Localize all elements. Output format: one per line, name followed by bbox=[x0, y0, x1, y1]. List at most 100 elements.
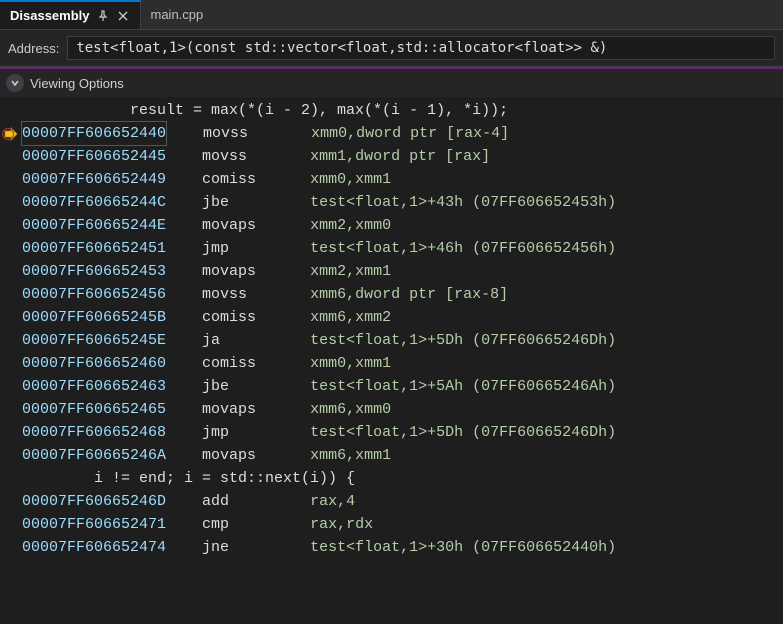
address: 00007FF606652453 bbox=[22, 263, 202, 280]
address-bar: Address: bbox=[0, 30, 783, 67]
address-label: Address: bbox=[8, 41, 59, 56]
mnemonic: comiss bbox=[202, 355, 310, 372]
tab-label: Disassembly bbox=[10, 8, 90, 23]
line-content: 00007FF606652468 jmp test<float,1>+5Dh (… bbox=[22, 421, 783, 444]
line-content: 00007FF606652440 movss xmm0,dword ptr [r… bbox=[22, 121, 783, 146]
mnemonic: movaps bbox=[202, 447, 310, 464]
address: 00007FF60665245E bbox=[22, 332, 202, 349]
asm-line[interactable]: 00007FF606652465 movaps xmm6,xmm0 bbox=[0, 398, 783, 421]
line-content: 00007FF60665245B comiss xmm6,xmm2 bbox=[22, 306, 783, 329]
asm-line[interactable]: 00007FF606652463 jbe test<float,1>+5Ah (… bbox=[0, 375, 783, 398]
address: 00007FF60665244E bbox=[22, 217, 202, 234]
operands: xmm0,xmm1 bbox=[310, 355, 391, 372]
asm-line[interactable]: 00007FF606652451 jmp test<float,1>+46h (… bbox=[0, 237, 783, 260]
mnemonic: jbe bbox=[202, 378, 310, 395]
address: 00007FF606652465 bbox=[22, 401, 202, 418]
address: 00007FF606652440 bbox=[22, 125, 203, 142]
pin-icon[interactable] bbox=[96, 9, 110, 23]
address: 00007FF606652449 bbox=[22, 171, 202, 188]
asm-line[interactable]: 00007FF606652471 cmp rax,rdx bbox=[0, 513, 783, 536]
line-content: 00007FF60665244E movaps xmm2,xmm0 bbox=[22, 214, 783, 237]
source-line[interactable]: result = max(*(i - 2), max(*(i - 1), *i)… bbox=[0, 99, 783, 122]
line-content: 00007FF606652449 comiss xmm0,xmm1 bbox=[22, 168, 783, 191]
address: 00007FF606652463 bbox=[22, 378, 202, 395]
operands: test<float,1>+5Dh (07FF60665246Dh) bbox=[310, 332, 616, 349]
line-content: result = max(*(i - 2), max(*(i - 1), *i)… bbox=[22, 99, 783, 122]
mnemonic: comiss bbox=[202, 171, 310, 188]
source-text: result = max(*(i - 2), max(*(i - 1), *i)… bbox=[22, 102, 508, 119]
address: 00007FF60665244C bbox=[22, 194, 202, 211]
operands: rax,4 bbox=[310, 493, 355, 510]
mnemonic: movaps bbox=[202, 263, 310, 280]
line-content: 00007FF60665246D add rax,4 bbox=[22, 490, 783, 513]
asm-line[interactable]: 00007FF606652449 comiss xmm0,xmm1 bbox=[0, 168, 783, 191]
mnemonic: movss bbox=[202, 148, 310, 165]
asm-line[interactable]: 00007FF606652453 movaps xmm2,xmm1 bbox=[0, 260, 783, 283]
disassembly-window: Disassembly main.cpp Address: Viewing Op… bbox=[0, 0, 783, 624]
asm-line[interactable]: 00007FF606652456 movss xmm6,dword ptr [r… bbox=[0, 283, 783, 306]
line-content: 00007FF606652453 movaps xmm2,xmm1 bbox=[22, 260, 783, 283]
operands: xmm2,xmm0 bbox=[310, 217, 391, 234]
address: 00007FF606652451 bbox=[22, 240, 202, 257]
operands: test<float,1>+30h (07FF606652440h) bbox=[310, 539, 616, 556]
operands: rax,rdx bbox=[310, 516, 373, 533]
mnemonic: cmp bbox=[202, 516, 310, 533]
asm-line[interactable]: 00007FF60665244C jbe test<float,1>+43h (… bbox=[0, 191, 783, 214]
asm-line[interactable]: 00007FF60665245B comiss xmm6,xmm2 bbox=[0, 306, 783, 329]
source-text: i != end; i = std::next(i)) { bbox=[22, 470, 355, 487]
line-content: 00007FF60665245E ja test<float,1>+5Dh (0… bbox=[22, 329, 783, 352]
operands: xmm6,xmm0 bbox=[310, 401, 391, 418]
viewing-options-row[interactable]: Viewing Options bbox=[0, 69, 783, 97]
operands: xmm6,xmm2 bbox=[310, 309, 391, 326]
tab-label: main.cpp bbox=[151, 7, 204, 22]
operands: xmm6,dword ptr [rax-8] bbox=[310, 286, 508, 303]
operands: test<float,1>+5Ah (07FF60665246Ah) bbox=[310, 378, 616, 395]
address: 00007FF606652468 bbox=[22, 424, 202, 441]
chevron-down-icon[interactable] bbox=[6, 74, 24, 92]
asm-line[interactable]: 00007FF606652460 comiss xmm0,xmm1 bbox=[0, 352, 783, 375]
address-input[interactable] bbox=[67, 36, 775, 60]
operands: xmm0,xmm1 bbox=[310, 171, 391, 188]
asm-line[interactable]: 00007FF60665244E movaps xmm2,xmm0 bbox=[0, 214, 783, 237]
disassembly-listing: result = max(*(i - 2), max(*(i - 1), *i)… bbox=[0, 97, 783, 624]
operands: test<float,1>+46h (07FF606652456h) bbox=[310, 240, 616, 257]
tab-disassembly[interactable]: Disassembly bbox=[0, 0, 141, 29]
line-content: 00007FF606652445 movss xmm1,dword ptr [r… bbox=[22, 145, 783, 168]
line-content: 00007FF606652451 jmp test<float,1>+46h (… bbox=[22, 237, 783, 260]
line-content: 00007FF606652456 movss xmm6,dword ptr [r… bbox=[22, 283, 783, 306]
operands: xmm6,xmm1 bbox=[310, 447, 391, 464]
mnemonic: jbe bbox=[202, 194, 310, 211]
breakpoint-hollow-icon[interactable] bbox=[2, 128, 14, 140]
mnemonic: add bbox=[202, 493, 310, 510]
tab-main-cpp[interactable]: main.cpp bbox=[141, 0, 214, 29]
asm-line[interactable]: 00007FF606652468 jmp test<float,1>+5Dh (… bbox=[0, 421, 783, 444]
close-icon[interactable] bbox=[116, 9, 130, 23]
operands: xmm0,dword ptr [rax-4] bbox=[311, 125, 509, 142]
mnemonic: jmp bbox=[202, 240, 310, 257]
asm-line[interactable]: 00007FF606652445 movss xmm1,dword ptr [r… bbox=[0, 145, 783, 168]
asm-line[interactable]: 00007FF606652474 jne test<float,1>+30h (… bbox=[0, 536, 783, 559]
mnemonic: ja bbox=[202, 332, 310, 349]
mnemonic: jne bbox=[202, 539, 310, 556]
line-content: 00007FF606652463 jbe test<float,1>+5Ah (… bbox=[22, 375, 783, 398]
mnemonic: movss bbox=[202, 286, 310, 303]
line-content: 00007FF606652465 movaps xmm6,xmm0 bbox=[22, 398, 783, 421]
operands: xmm2,xmm1 bbox=[310, 263, 391, 280]
operands: test<float,1>+5Dh (07FF60665246Dh) bbox=[310, 424, 616, 441]
gutter[interactable] bbox=[0, 127, 22, 141]
mnemonic: comiss bbox=[202, 309, 310, 326]
mnemonic: jmp bbox=[202, 424, 310, 441]
operands: xmm1,dword ptr [rax] bbox=[310, 148, 490, 165]
asm-line[interactable]: 00007FF60665245E ja test<float,1>+5Dh (0… bbox=[0, 329, 783, 352]
asm-line[interactable]: 00007FF60665246A movaps xmm6,xmm1 bbox=[0, 444, 783, 467]
asm-line[interactable]: 00007FF606652440 movss xmm0,dword ptr [r… bbox=[0, 122, 783, 145]
source-line[interactable]: i != end; i = std::next(i)) { bbox=[0, 467, 783, 490]
address: 00007FF606652471 bbox=[22, 516, 202, 533]
viewing-options-label: Viewing Options bbox=[30, 76, 124, 91]
line-content: i != end; i = std::next(i)) { bbox=[22, 467, 783, 490]
address: 00007FF60665246D bbox=[22, 493, 202, 510]
asm-line[interactable]: 00007FF60665246D add rax,4 bbox=[0, 490, 783, 513]
line-content: 00007FF606652474 jne test<float,1>+30h (… bbox=[22, 536, 783, 559]
line-content: 00007FF606652460 comiss xmm0,xmm1 bbox=[22, 352, 783, 375]
address: 00007FF606652460 bbox=[22, 355, 202, 372]
